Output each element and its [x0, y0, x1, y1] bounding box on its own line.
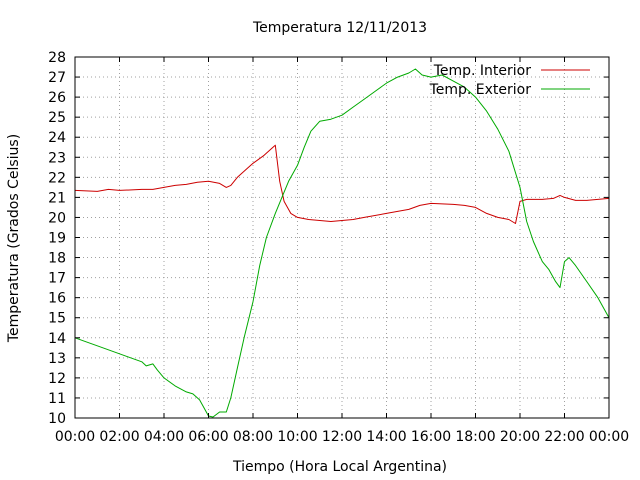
legend-label-exterior: Temp. Exterior — [429, 82, 532, 98]
x-tick-label: 10:00 — [277, 429, 317, 445]
x-tick-label: 00:00 — [589, 429, 629, 445]
y-tick-label: 25 — [48, 110, 66, 126]
y-tick-label: 27 — [48, 70, 66, 86]
series-line-interior — [74, 144, 610, 224]
x-axis-label: Tiempo (Hora Local Argentina) — [232, 459, 447, 475]
y-tick-label: 17 — [48, 271, 66, 287]
y-tick-label: 16 — [48, 291, 66, 307]
y-tick-label: 20 — [48, 210, 66, 226]
series-lines — [74, 68, 610, 418]
y-tick-label: 24 — [48, 130, 66, 146]
y-tick-label: 13 — [48, 351, 66, 367]
y-tick-label: 23 — [48, 150, 66, 166]
y-tick-label: 28 — [48, 50, 66, 66]
x-tick-label: 22:00 — [544, 429, 584, 445]
x-tick-label: 18:00 — [455, 429, 495, 445]
legend: Temp. Interior Temp. Exterior — [429, 63, 590, 98]
y-tick-label: 22 — [48, 170, 66, 186]
x-tick-label: 14:00 — [366, 429, 406, 445]
y-tick-label: 21 — [48, 190, 66, 206]
x-tick-label: 16:00 — [411, 429, 451, 445]
x-tick-label: 00:00 — [55, 429, 95, 445]
y-tick-label: 26 — [48, 90, 66, 106]
y-tick-label: 19 — [48, 231, 66, 247]
y-tick-label: 18 — [48, 251, 66, 267]
x-tick-label: 02:00 — [99, 429, 139, 445]
x-tick-label: 12:00 — [322, 429, 362, 445]
y-tick-label: 15 — [48, 311, 66, 327]
chart-title: Temperatura 12/11/2013 — [252, 20, 427, 36]
y-tick-label: 11 — [48, 391, 66, 407]
x-tick-label: 04:00 — [144, 429, 184, 445]
legend-label-interior: Temp. Interior — [433, 63, 532, 79]
x-tick-label: 20:00 — [500, 429, 540, 445]
axis-ticks: 10 11 12 13 14 15 16 17 18 19 20 21 22 23 24 25 26 27 28 00… — [48, 50, 629, 445]
y-axis-label: Temperatura (Grados Celsius) — [6, 134, 22, 343]
x-tick-label: 08:00 — [233, 429, 273, 445]
x-tick-label: 06:00 — [188, 429, 228, 445]
grid-lines — [75, 57, 609, 418]
y-tick-label: 14 — [48, 331, 66, 347]
y-tick-label: 10 — [48, 411, 66, 427]
series-line-exterior — [74, 68, 610, 418]
y-tick-label: 12 — [48, 371, 66, 387]
